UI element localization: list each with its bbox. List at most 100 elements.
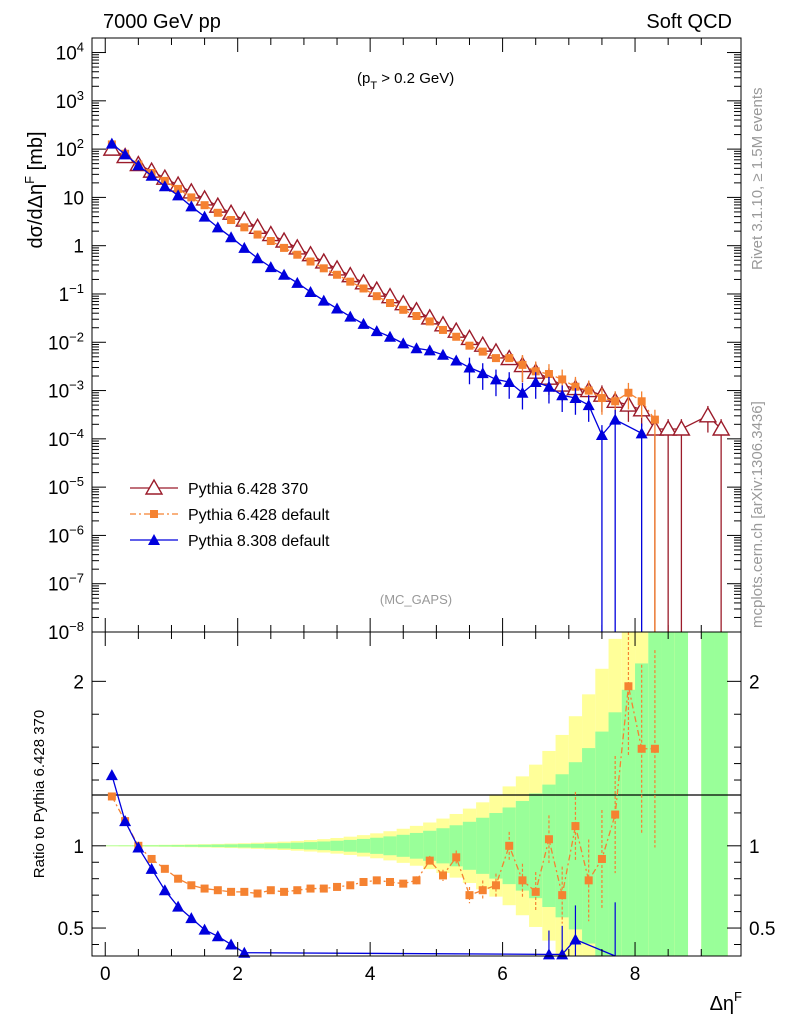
ratio-axes: 0.5 0.5 1 1 2 2 0 2 4 6 8 — [58, 632, 775, 985]
data-point — [531, 367, 540, 376]
inner-band-bin — [277, 843, 291, 849]
data-point — [333, 270, 342, 279]
ratio-point — [266, 886, 275, 895]
data-point — [386, 299, 395, 308]
inner-band-bin — [462, 821, 477, 870]
inner-band-bin — [237, 844, 251, 848]
data-point — [397, 337, 410, 349]
inner-band-bin — [515, 801, 530, 891]
data-point — [291, 276, 304, 288]
ratio-point — [198, 923, 211, 935]
data-point — [227, 216, 236, 225]
ratio-point — [185, 912, 198, 924]
rivet-version-text: Rivet 3.1.10, ≥ 1.5M events — [749, 88, 766, 271]
data-point — [344, 310, 357, 322]
ratio-point — [372, 876, 381, 885]
inner-band-bin — [396, 834, 410, 857]
x-tick-label: 6 — [497, 964, 508, 985]
inner-band-bin — [568, 762, 583, 930]
data-point — [582, 399, 595, 411]
inner-band-bin — [674, 632, 689, 956]
ratio-point — [544, 835, 553, 844]
data-point — [542, 380, 555, 392]
data-point — [238, 241, 251, 253]
data-point — [119, 148, 132, 160]
data-point — [650, 415, 659, 424]
data-point — [359, 284, 368, 293]
inner-band-bin — [105, 845, 119, 847]
data-point — [372, 292, 381, 301]
inner-band-bin — [264, 843, 278, 849]
data-point — [611, 397, 620, 406]
main-y-tick-label: 10−5 — [48, 474, 84, 499]
ratio-point — [172, 900, 185, 912]
main-y-tick-label: 10−7 — [48, 571, 84, 596]
ratio-point — [611, 810, 620, 819]
data-point — [185, 200, 198, 212]
ratio-point — [346, 881, 355, 890]
data-point — [319, 264, 328, 273]
inner-band-bin — [595, 731, 609, 956]
data-point — [253, 230, 262, 239]
ratio-point — [105, 769, 118, 781]
inner-band-bin — [661, 632, 675, 956]
ratio-point — [597, 854, 606, 863]
ratio-point — [107, 792, 116, 801]
ratio-point — [556, 948, 569, 960]
data-point — [597, 394, 606, 403]
ratio-series-group — [105, 632, 659, 960]
main-y-tick-label: 1 — [73, 237, 84, 258]
inner-band-bin — [184, 844, 198, 847]
ratio-point — [333, 882, 342, 891]
ratio-point — [280, 887, 289, 896]
data-point — [465, 341, 474, 350]
ratio-point — [132, 841, 145, 853]
inner-band-bin — [489, 813, 503, 879]
data-point — [489, 373, 502, 385]
inner-band-bin — [714, 632, 728, 956]
data-point — [609, 413, 622, 425]
ratio-y-tick-label-left: 1 — [73, 837, 84, 858]
inner-band-bin — [621, 689, 636, 956]
legend-label: Pythia 8.308 default — [188, 533, 330, 550]
data-point — [450, 354, 463, 366]
ratio-point — [584, 876, 593, 885]
inner-band-bin — [118, 845, 132, 847]
x-axis-label: ΔηF — [710, 989, 742, 1015]
header-left-label: 7000 GeV pp — [103, 11, 221, 33]
ratio-point — [438, 871, 447, 880]
ratio-point — [213, 886, 222, 895]
inner-band-bin — [370, 837, 384, 854]
inner-band-bin — [409, 832, 424, 859]
inner-band-bin — [330, 840, 344, 851]
inner-band-bin — [211, 844, 225, 848]
data-point — [412, 311, 421, 320]
data-point — [280, 243, 289, 252]
data-point — [293, 250, 302, 259]
ratio-point — [211, 930, 224, 942]
main-y-tick-label: 10−6 — [48, 522, 84, 547]
data-point — [317, 294, 330, 306]
inner-band-bin — [144, 845, 159, 847]
ratio-point — [359, 877, 368, 886]
ratio-point — [293, 886, 302, 895]
main-y-tick-label: 10−2 — [48, 329, 84, 354]
header-right-label: Soft QCD — [646, 11, 732, 33]
data-point — [436, 348, 449, 360]
inner-band-bin — [436, 828, 450, 864]
data-point — [491, 354, 500, 363]
data-point — [425, 317, 434, 326]
inner-band-bin — [290, 842, 304, 849]
ratio-y-tick-label-left: 0.5 — [58, 919, 84, 940]
data-point — [624, 388, 633, 397]
main-y-tick-label: 10−3 — [48, 378, 84, 403]
ratio-point — [187, 881, 196, 890]
inner-band-bin — [423, 830, 437, 861]
data-point — [518, 360, 527, 369]
ratio-y-tick-label-right: 0.5 — [749, 919, 775, 940]
mcplots-reference-text: mcplots.cern.ch [arXiv:1306.3436] — [749, 401, 766, 628]
data-point — [198, 210, 211, 222]
kinematic-annotation: (pT > 0.2 GeV) — [357, 70, 454, 92]
ratio-point — [465, 891, 474, 900]
